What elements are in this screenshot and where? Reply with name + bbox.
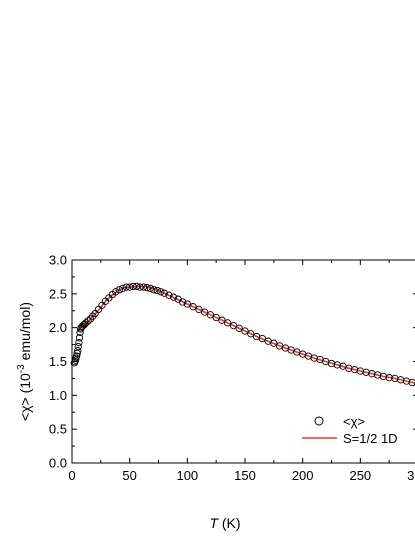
x-axis-title: T (K)	[209, 515, 240, 531]
data-point	[160, 289, 168, 297]
data-point	[258, 334, 266, 343]
data-point	[122, 283, 130, 291]
data-point	[179, 298, 187, 306]
x-axis-title-unit: (K)	[218, 515, 241, 531]
y-tick-label: 1.5	[49, 354, 67, 369]
data-point	[153, 286, 161, 295]
data-point	[247, 330, 255, 338]
data-point	[72, 352, 81, 360]
data-point	[150, 286, 158, 294]
data-point	[139, 283, 148, 291]
data-point	[241, 327, 249, 335]
legend-label-fit: S=1/2 1D	[343, 431, 398, 446]
data-point	[408, 378, 415, 387]
data-point	[157, 288, 165, 296]
y-axis-title-main: <χ> (10	[17, 373, 33, 421]
x-tick-label: 50	[122, 468, 136, 483]
legend: <χ> S=1/2 1D	[302, 414, 398, 446]
data-point	[74, 342, 82, 351]
y-axis-title-exponent: -3	[16, 364, 27, 373]
data-point	[218, 316, 226, 324]
data-point	[200, 308, 209, 316]
data-point	[195, 305, 203, 314]
data-point	[165, 291, 173, 299]
data-point	[368, 370, 376, 378]
x-tick-label: 0	[68, 468, 75, 483]
x-tick-label: 100	[176, 468, 198, 483]
y-tick-label: 1.0	[49, 388, 67, 403]
x-tick-label: 250	[349, 468, 371, 483]
data-point	[235, 324, 243, 332]
x-tick-label: 150	[234, 468, 256, 483]
y-tick-label: 3.0	[49, 253, 67, 268]
y-axis-title: <χ> (10-3 emu/mol)	[16, 302, 33, 421]
data-point	[146, 284, 155, 293]
data-point	[79, 321, 88, 329]
data-point	[74, 347, 82, 355]
y-tick-label: 2.5	[49, 286, 67, 301]
data-point	[229, 321, 238, 330]
data-point	[224, 319, 232, 327]
data-point	[169, 293, 178, 301]
legend-marker-symbol	[314, 416, 324, 426]
legend-label-data: <χ>	[343, 414, 365, 429]
data-point	[143, 284, 151, 292]
data-point	[212, 313, 220, 322]
data-point	[126, 283, 134, 291]
x-axis-title-symbol: T	[209, 515, 219, 531]
y-tick-label: 2.0	[49, 320, 67, 335]
x-axis: 0 50 100 150 200 250 300	[68, 260, 415, 483]
data-point	[333, 361, 341, 369]
data-point	[132, 282, 141, 291]
marker-series	[70, 282, 415, 387]
data-point	[75, 334, 84, 342]
fit-series	[77, 285, 415, 384]
data-point	[270, 339, 278, 347]
data-point	[119, 284, 127, 293]
data-point	[84, 317, 92, 325]
fit-line	[77, 285, 415, 384]
data-point	[385, 374, 393, 382]
data-point	[183, 300, 191, 308]
y-axis: 0.0 0.5 1.0 1.5 2.0 2.5 3.0	[49, 253, 415, 471]
y-tick-label: 0.0	[49, 456, 67, 471]
data-point	[402, 377, 411, 385]
x-tick-label: 200	[292, 468, 314, 483]
y-axis-title-unit: emu/mol)	[17, 302, 33, 364]
data-point	[350, 365, 359, 374]
data-point	[82, 319, 90, 327]
x-tick-label: 300	[407, 468, 415, 483]
data-point	[73, 349, 81, 358]
data-point	[112, 288, 120, 296]
data-point	[75, 338, 83, 347]
data-point	[206, 311, 215, 319]
data-point	[136, 283, 144, 291]
data-point	[189, 303, 197, 311]
data-point	[129, 282, 137, 291]
data-point	[76, 328, 84, 337]
y-tick-label: 0.5	[49, 422, 67, 437]
data-point	[115, 286, 123, 294]
